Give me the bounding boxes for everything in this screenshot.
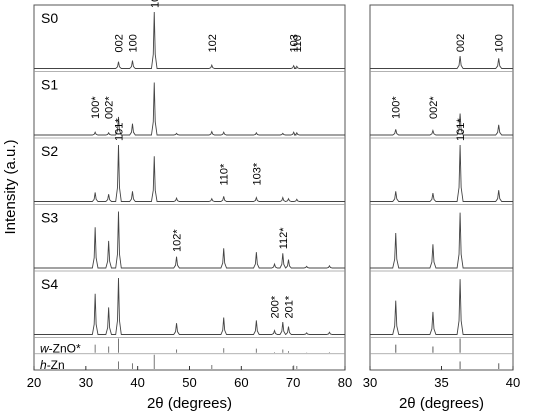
zoom-x-axis-label: 2θ (degrees) [399, 395, 484, 412]
peak-label-s3-102: 102* [172, 229, 184, 252]
peak-label-s2-110: 110* [219, 163, 231, 186]
zoom-trace-s2 [370, 144, 513, 202]
peak-label-s1-100: 100* [90, 96, 102, 119]
peak-label-s0-100: 100 [128, 34, 140, 52]
zoom-trace-s3 [370, 212, 513, 269]
full-range-x-tick-label: 30 [79, 375, 93, 390]
zoom-trace-s4 [370, 279, 513, 335]
full-range-trace-s4 [34, 277, 345, 335]
zoom-x-tick-label: 40 [506, 375, 520, 390]
sample-label-s4: S4 [41, 276, 58, 292]
full-range-x-tick-label: 50 [182, 375, 196, 390]
sample-label-s2: S2 [41, 143, 58, 159]
peak-label-s2-101: 101* [455, 118, 467, 141]
zoom-x-tick-label: 30 [363, 375, 377, 390]
full-range-x-tick-label: 20 [27, 375, 41, 390]
zoom-trace-s1 [370, 113, 513, 136]
peak-label-s0-110: 110 [292, 35, 304, 53]
full-range-x-axis-label: 2θ (degrees) [147, 395, 232, 412]
y-axis-label: Intensity (a.u.) [2, 139, 19, 234]
full-range-trace-s0 [34, 11, 345, 69]
full-range-trace-s1 [34, 82, 345, 136]
reference-label-w-zno: w-ZnO* [40, 342, 81, 356]
full-range-x-tick-label: 70 [286, 375, 300, 390]
sample-label-s3: S3 [41, 210, 58, 226]
zoom-trace-s0 [370, 56, 513, 69]
peak-label-s2-101: 101* [114, 118, 126, 141]
sample-label-s1: S1 [41, 77, 58, 93]
peak-label-s0-103: 103 [289, 34, 301, 52]
peak-label-s2-103: 103* [251, 162, 263, 185]
peak-label-s1-100: 100* [391, 96, 403, 119]
peak-label-s0-002: 002 [455, 34, 467, 52]
full-range-trace-s2 [34, 144, 345, 202]
peak-label-s0-002: 002 [114, 34, 126, 52]
peak-label-s4-201: 201* [284, 295, 296, 318]
reference-label-h-zn: h-Zn [40, 358, 65, 372]
peak-label-s0-101: 101 [149, 0, 161, 8]
zoom-panel: 30 35 40 2θ (degrees) 002 100 100* 002* 101* [363, 4, 520, 412]
zoom-x-tick-label: 35 [434, 375, 448, 390]
peak-label-s1-002: 002* [428, 96, 440, 119]
full-range-x-tick-label: 80 [338, 375, 352, 390]
sample-label-s0: S0 [41, 10, 58, 26]
full-range-x-tick-label: 40 [130, 375, 144, 390]
peak-label-s0-102: 102 [207, 34, 219, 52]
peak-label-s3-112: 112* [278, 227, 290, 250]
full-range-x-tick-label: 60 [234, 375, 248, 390]
peak-label-s0-100: 100 [494, 34, 506, 52]
peak-label-s4-200: 200* [270, 295, 282, 318]
peak-label-s1-002: 002* [104, 96, 116, 119]
full-range-trace-s3 [34, 211, 345, 269]
